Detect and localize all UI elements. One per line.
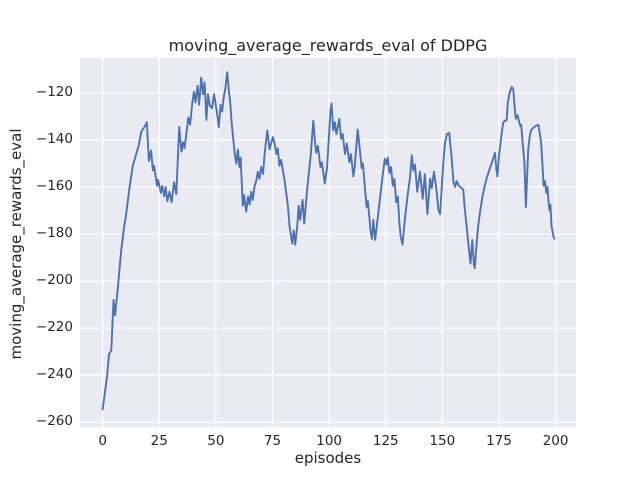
x-tick-label: 175 bbox=[486, 433, 512, 449]
x-tick-label: 75 bbox=[263, 433, 282, 449]
data-line-moving_average_rewards_eval bbox=[101, 71, 556, 411]
y-tick-label: −220 bbox=[35, 319, 73, 336]
x-tick-label: 100 bbox=[316, 433, 343, 449]
x-tick-label: 0 bbox=[98, 433, 107, 449]
x-tick-label: 125 bbox=[372, 433, 399, 449]
y-tick-label: −180 bbox=[35, 225, 73, 242]
plot-background bbox=[80, 57, 576, 427]
x-tick-label: 150 bbox=[429, 433, 456, 449]
x-tick-label: 25 bbox=[150, 433, 168, 449]
y-tick-label: −140 bbox=[35, 130, 73, 147]
x-axis-label: episodes bbox=[294, 449, 362, 467]
y-tick-label: −240 bbox=[35, 366, 73, 383]
y-tick-label: −120 bbox=[35, 83, 73, 100]
chart-title: moving_average_rewards_eval of DDPG bbox=[168, 36, 488, 55]
y-tick-label: −160 bbox=[35, 178, 73, 194]
x-tick-label: 200 bbox=[542, 433, 569, 449]
x-tick-label: 50 bbox=[207, 433, 225, 449]
y-tick-label: −260 bbox=[35, 413, 73, 430]
y-axis-label: moving_average_rewards_eval bbox=[7, 128, 25, 360]
y-tick-label: −200 bbox=[35, 272, 73, 289]
